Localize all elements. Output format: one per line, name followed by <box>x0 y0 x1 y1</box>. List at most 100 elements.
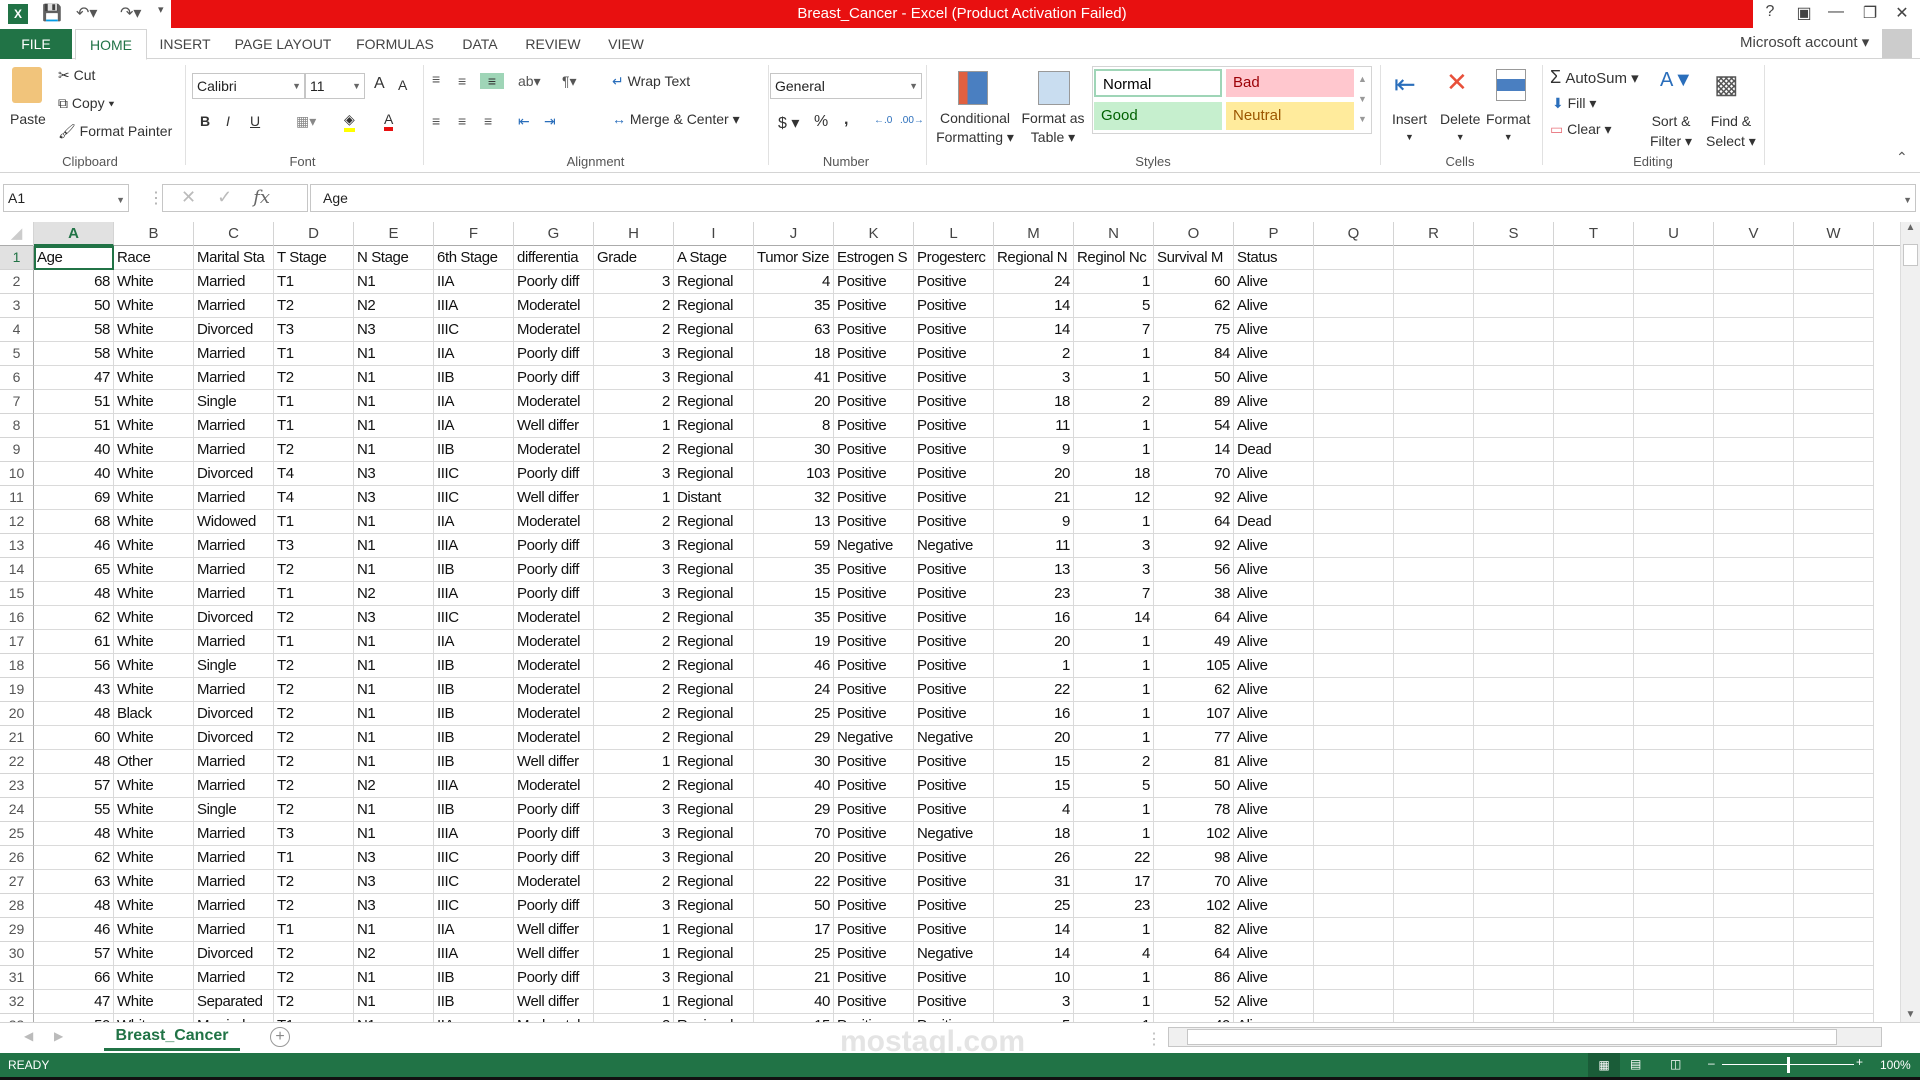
row-header[interactable]: 26 <box>0 846 34 870</box>
cell-i3[interactable]: Regional <box>674 294 754 318</box>
cell-p33[interactable]: Alive <box>1234 1014 1314 1022</box>
cell-v13[interactable] <box>1714 534 1794 558</box>
cell-j10[interactable]: 103 <box>754 462 834 486</box>
cell-d9[interactable]: T2 <box>274 438 354 462</box>
cell-h32[interactable]: 1 <box>594 990 674 1014</box>
cell-q16[interactable] <box>1314 606 1394 630</box>
cell-d13[interactable]: T3 <box>274 534 354 558</box>
cell-w33[interactable] <box>1794 1014 1874 1022</box>
increase-indent-icon[interactable]: ⇥ <box>544 113 556 129</box>
cell-r19[interactable] <box>1394 678 1474 702</box>
cell-k8[interactable]: Positive <box>834 414 914 438</box>
cell-s10[interactable] <box>1474 462 1554 486</box>
cell-q5[interactable] <box>1314 342 1394 366</box>
cell-g13[interactable]: Poorly diff <box>514 534 594 558</box>
cell-m21[interactable]: 20 <box>994 726 1074 750</box>
restore-icon[interactable]: ❐ <box>1862 5 1878 22</box>
row-header[interactable]: 14 <box>0 558 34 582</box>
cell-e33[interactable]: N1 <box>354 1014 434 1022</box>
column-header-m[interactable]: M <box>994 222 1074 246</box>
cell-b4[interactable]: White <box>114 318 194 342</box>
cell-b30[interactable]: White <box>114 942 194 966</box>
currency-button[interactable]: $ ▾ <box>778 115 800 132</box>
cell-b31[interactable]: White <box>114 966 194 990</box>
cell-r29[interactable] <box>1394 918 1474 942</box>
cell-w30[interactable] <box>1794 942 1874 966</box>
cell-c25[interactable]: Married <box>194 822 274 846</box>
shrink-font-button[interactable]: A <box>398 77 408 93</box>
cell-v11[interactable] <box>1714 486 1794 510</box>
cell-f26[interactable]: IIIC <box>434 846 514 870</box>
cell-v30[interactable] <box>1714 942 1794 966</box>
underline-button[interactable]: U <box>250 113 261 129</box>
cell-d23[interactable]: T2 <box>274 774 354 798</box>
cell-o16[interactable]: 64 <box>1154 606 1234 630</box>
cell-n17[interactable]: 1 <box>1074 630 1154 654</box>
cell-o20[interactable]: 107 <box>1154 702 1234 726</box>
cell-q7[interactable] <box>1314 390 1394 414</box>
decrease-decimal-icon[interactable]: .00→ <box>900 115 924 126</box>
cell-t29[interactable] <box>1554 918 1634 942</box>
cell-q6[interactable] <box>1314 366 1394 390</box>
cell-t17[interactable] <box>1554 630 1634 654</box>
cell-n15[interactable]: 7 <box>1074 582 1154 606</box>
cell-i1[interactable]: A Stage <box>674 246 754 270</box>
cell-v22[interactable] <box>1714 750 1794 774</box>
cell-u19[interactable] <box>1634 678 1714 702</box>
cell-t23[interactable] <box>1554 774 1634 798</box>
cell-c26[interactable]: Married <box>194 846 274 870</box>
style-normal[interactable]: Normal <box>1094 69 1222 97</box>
cell-r13[interactable] <box>1394 534 1474 558</box>
cell-t13[interactable] <box>1554 534 1634 558</box>
cell-i29[interactable]: Regional <box>674 918 754 942</box>
cell-o21[interactable]: 77 <box>1154 726 1234 750</box>
cell-n28[interactable]: 23 <box>1074 894 1154 918</box>
cell-w23[interactable] <box>1794 774 1874 798</box>
cell-t3[interactable] <box>1554 294 1634 318</box>
cell-q17[interactable] <box>1314 630 1394 654</box>
cell-f13[interactable]: IIIA <box>434 534 514 558</box>
orientation-icon[interactable]: ab▾ <box>518 73 541 89</box>
cell-k15[interactable]: Positive <box>834 582 914 606</box>
cell-b24[interactable]: White <box>114 798 194 822</box>
cell-h29[interactable]: 1 <box>594 918 674 942</box>
cell-c22[interactable]: Married <box>194 750 274 774</box>
cell-r7[interactable] <box>1394 390 1474 414</box>
cell-u30[interactable] <box>1634 942 1714 966</box>
cell-j5[interactable]: 18 <box>754 342 834 366</box>
autosum-button[interactable]: Σ AutoSum ▾ <box>1550 67 1639 87</box>
cell-k27[interactable]: Positive <box>834 870 914 894</box>
cell-h31[interactable]: 3 <box>594 966 674 990</box>
cell-j8[interactable]: 8 <box>754 414 834 438</box>
cell-s7[interactable] <box>1474 390 1554 414</box>
column-header-a[interactable]: A <box>34 222 114 246</box>
column-header-v[interactable]: V <box>1714 222 1794 246</box>
cell-a24[interactable]: 55 <box>34 798 114 822</box>
cell-q29[interactable] <box>1314 918 1394 942</box>
cell-w27[interactable] <box>1794 870 1874 894</box>
cell-g9[interactable]: Moderatel <box>514 438 594 462</box>
cell-g8[interactable]: Well differ <box>514 414 594 438</box>
cell-u33[interactable] <box>1634 1014 1714 1022</box>
cell-p2[interactable]: Alive <box>1234 270 1314 294</box>
cell-l3[interactable]: Positive <box>914 294 994 318</box>
cell-w29[interactable] <box>1794 918 1874 942</box>
cell-k28[interactable]: Positive <box>834 894 914 918</box>
font-color-button[interactable]: A <box>384 111 394 131</box>
cell-v20[interactable] <box>1714 702 1794 726</box>
cell-n33[interactable]: 1 <box>1074 1014 1154 1022</box>
cell-j12[interactable]: 13 <box>754 510 834 534</box>
cell-q24[interactable] <box>1314 798 1394 822</box>
cell-j27[interactable]: 22 <box>754 870 834 894</box>
row-header[interactable]: 18 <box>0 654 34 678</box>
cell-c2[interactable]: Married <box>194 270 274 294</box>
row-header[interactable]: 15 <box>0 582 34 606</box>
cell-k7[interactable]: Positive <box>834 390 914 414</box>
cell-h6[interactable]: 3 <box>594 366 674 390</box>
cell-o13[interactable]: 92 <box>1154 534 1234 558</box>
cell-d18[interactable]: T2 <box>274 654 354 678</box>
cell-q8[interactable] <box>1314 414 1394 438</box>
cell-d20[interactable]: T2 <box>274 702 354 726</box>
cell-c30[interactable]: Divorced <box>194 942 274 966</box>
cell-d32[interactable]: T2 <box>274 990 354 1014</box>
